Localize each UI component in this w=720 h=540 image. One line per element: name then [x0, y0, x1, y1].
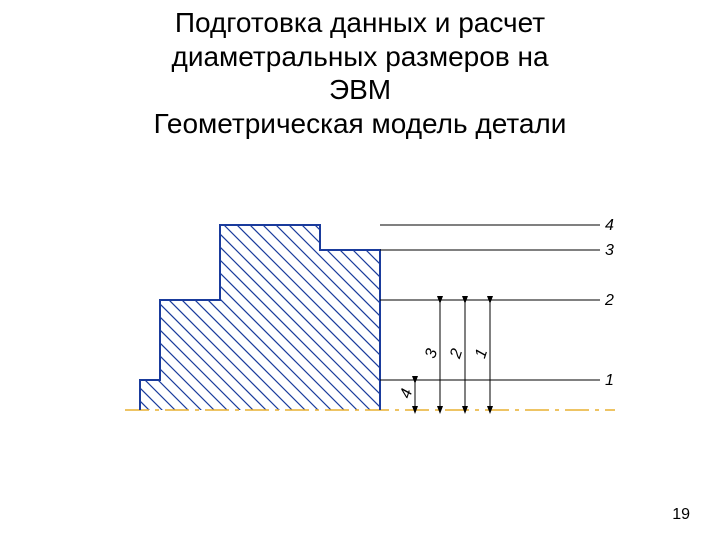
- part-diagram: 12344321: [120, 200, 620, 450]
- title-line-4: Геометрическая модель детали: [0, 107, 720, 141]
- title-line-2: диаметральных размеров на: [0, 40, 720, 74]
- title-line-1: Подготовка данных и расчет: [0, 6, 720, 40]
- title-line-3: ЭВМ: [0, 73, 720, 107]
- svg-text:2: 2: [604, 292, 614, 309]
- svg-text:3: 3: [605, 242, 614, 259]
- svg-text:3: 3: [422, 347, 441, 361]
- svg-text:4: 4: [605, 217, 614, 234]
- svg-text:1: 1: [472, 347, 491, 361]
- slide-title: Подготовка данных и расчет диаметральных…: [0, 6, 720, 140]
- svg-text:4: 4: [397, 387, 416, 401]
- svg-text:1: 1: [605, 372, 614, 389]
- page-number: 19: [672, 506, 690, 524]
- svg-text:2: 2: [447, 347, 466, 362]
